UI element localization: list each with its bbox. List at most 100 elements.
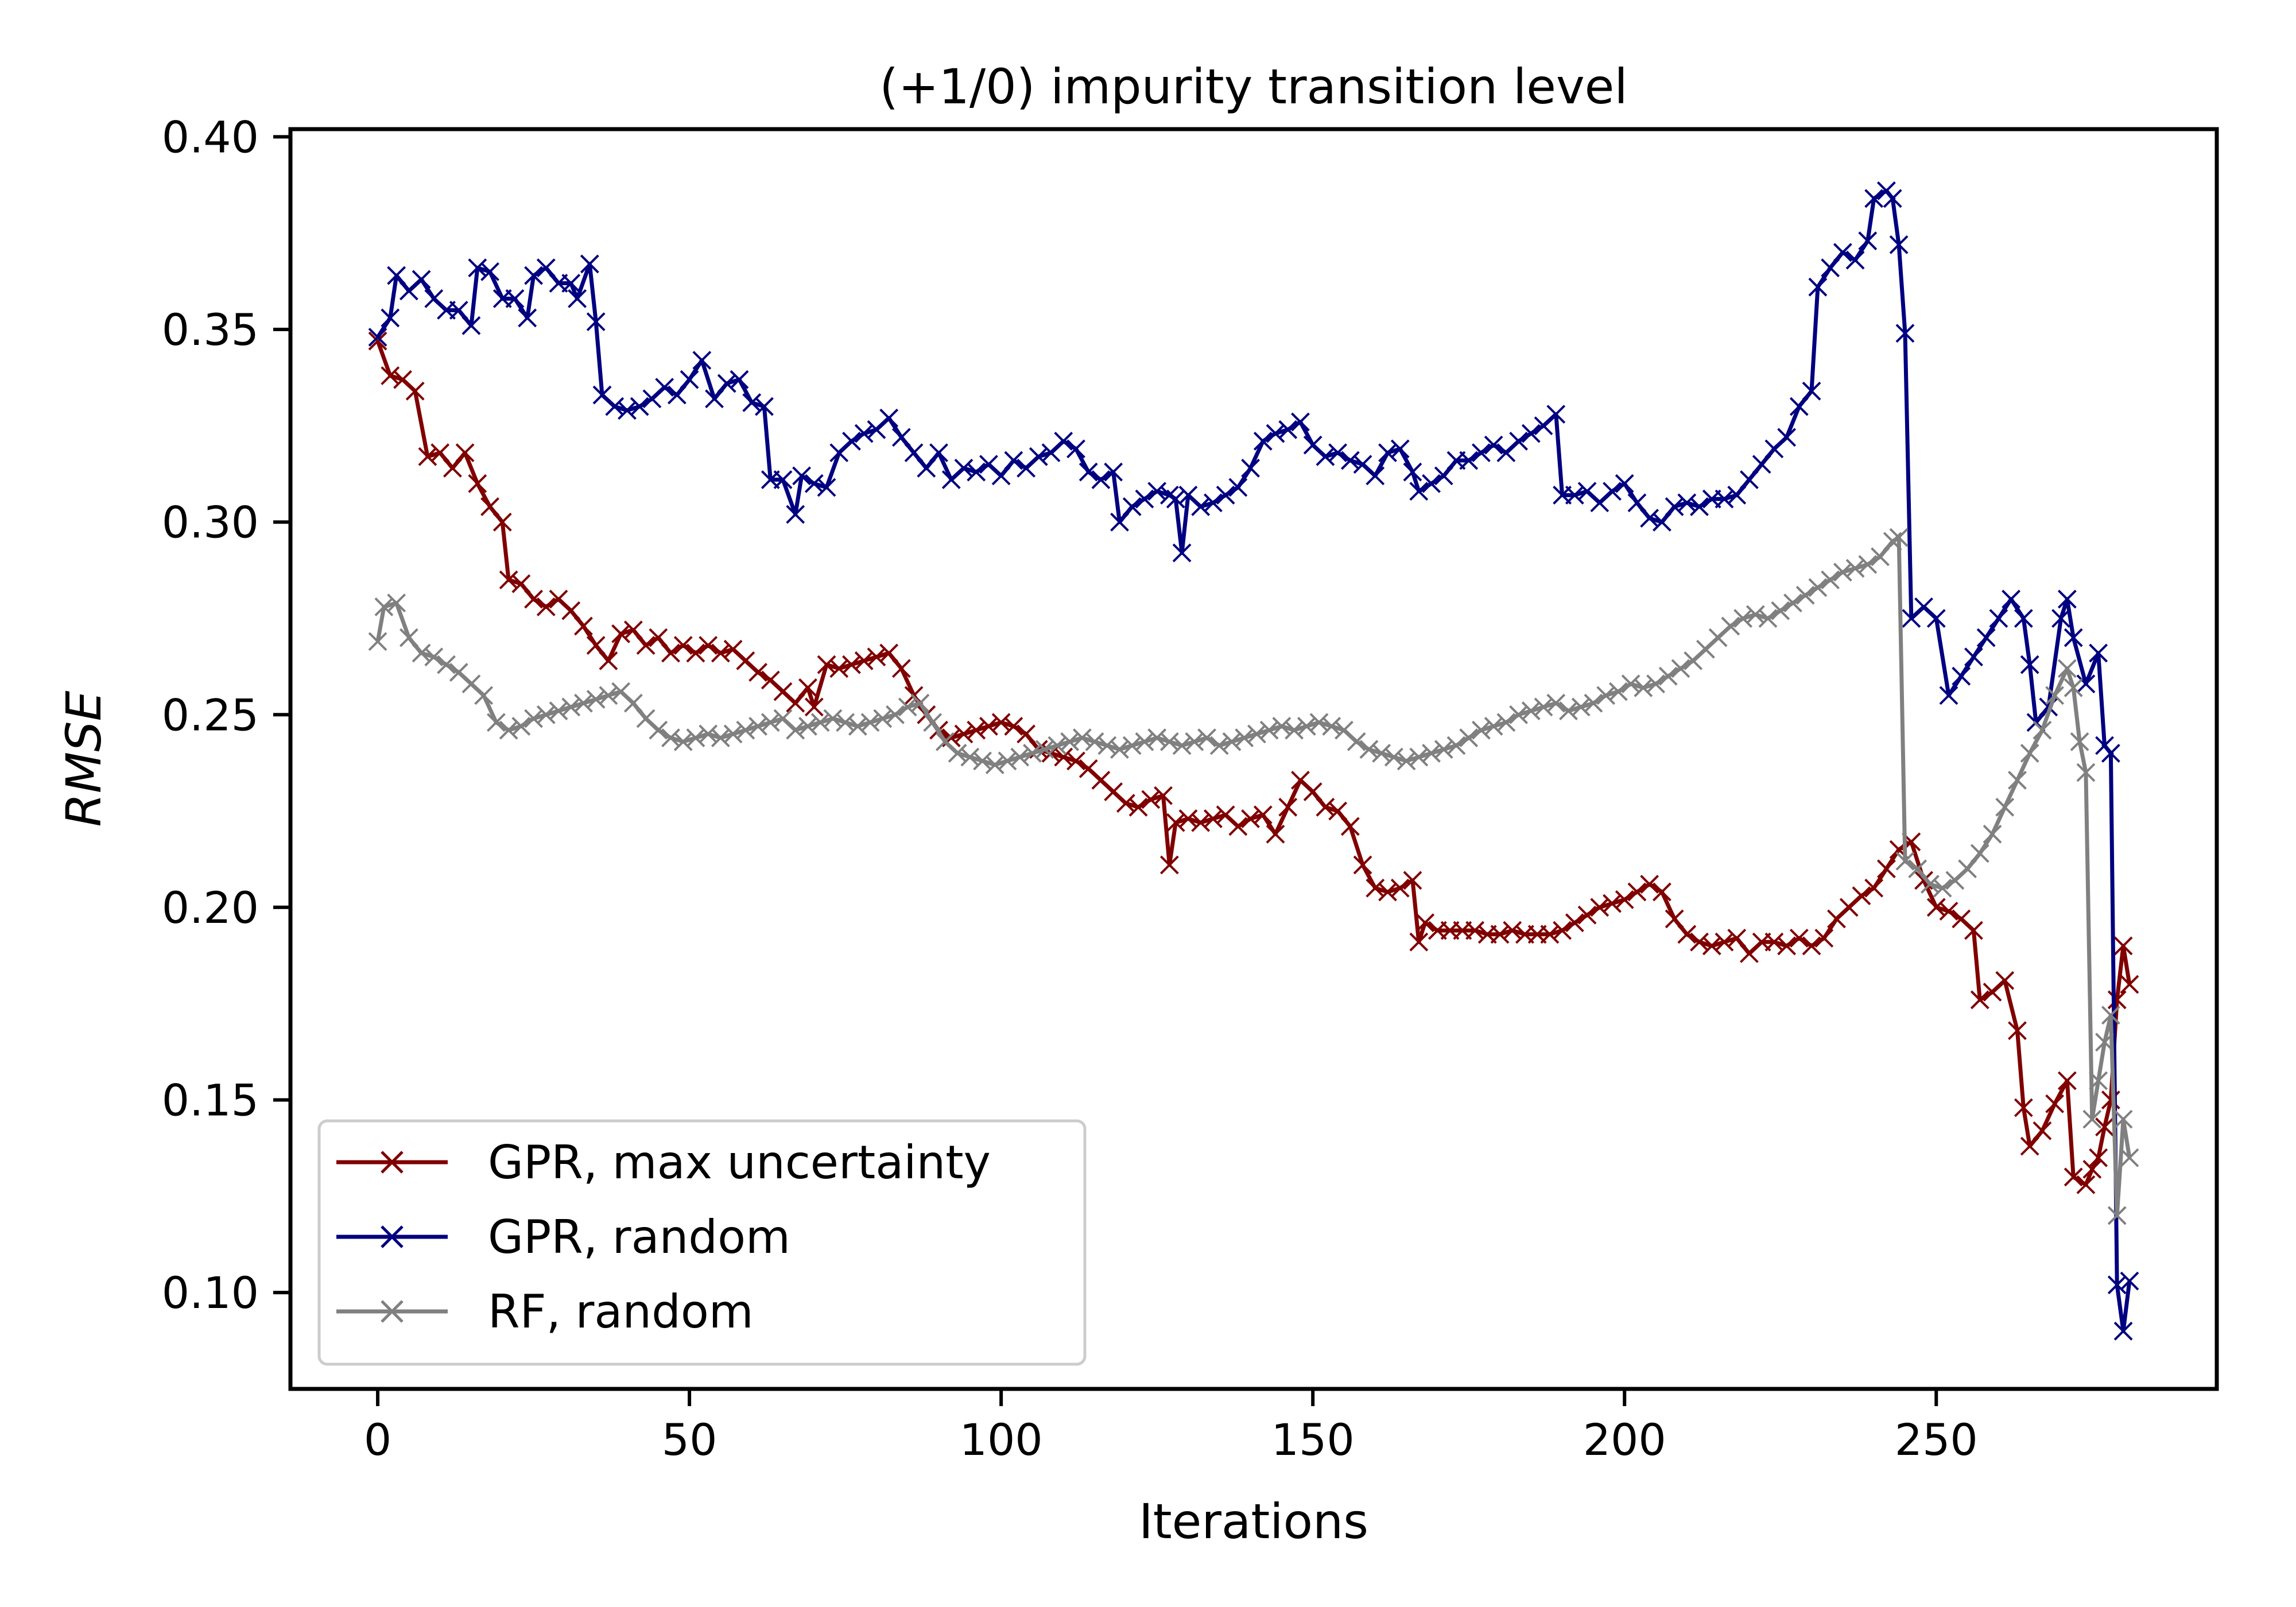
- data-point: [1029, 447, 1048, 466]
- data-point: [1559, 701, 1578, 721]
- data-point: [1690, 497, 1709, 517]
- data-point: [1783, 593, 1802, 613]
- data-point: [518, 308, 537, 328]
- data-point: [1048, 736, 1067, 755]
- data-point: [2089, 643, 2108, 663]
- data-point: [2057, 589, 2077, 609]
- data-point: [1066, 751, 1085, 771]
- data-point: [1178, 809, 1198, 828]
- data-point: [443, 459, 462, 478]
- data-point: [1378, 882, 1397, 902]
- data-point: [1553, 921, 1572, 940]
- data-point: [867, 647, 886, 667]
- data-point: [854, 424, 874, 443]
- data-point: [381, 308, 400, 328]
- data-point: [1097, 736, 1117, 755]
- data-point: [1459, 451, 1479, 470]
- data-point: [1926, 898, 1946, 917]
- data-point: [1721, 616, 1740, 636]
- data-point: [1702, 936, 1721, 956]
- legend-marker: [381, 1225, 404, 1248]
- data-point: [1802, 936, 1821, 956]
- data-point: [761, 713, 780, 732]
- data-point: [2113, 1321, 2133, 1341]
- y-tick-label: 0.35: [162, 304, 259, 355]
- data-point: [387, 593, 406, 613]
- data-point: [1490, 925, 1510, 944]
- data-point: [1665, 909, 1684, 929]
- data-point: [673, 732, 693, 751]
- data-point: [2057, 1071, 2077, 1090]
- data-point: [1278, 797, 1298, 817]
- data-point: [954, 724, 974, 744]
- data-point: [2089, 1148, 2108, 1167]
- data-point: [1403, 871, 1422, 890]
- data-point: [848, 717, 867, 736]
- data-point: [1159, 855, 1179, 875]
- data-point: [929, 443, 948, 463]
- data-point: [1378, 443, 1397, 463]
- legend: GPR, max uncertainty GPR, random RF, rando…: [317, 1119, 1087, 1366]
- data-point: [1185, 732, 1204, 751]
- data-point: [2107, 1206, 2127, 1225]
- data-point: [2045, 686, 2065, 705]
- data-point: [985, 755, 1004, 774]
- data-point: [1422, 744, 1441, 763]
- data-point: [879, 643, 899, 663]
- data-point: [2008, 771, 2027, 790]
- y-tick-label: 0.20: [162, 882, 259, 933]
- data-point: [474, 686, 494, 705]
- data-point: [1054, 432, 1073, 451]
- data-point: [524, 709, 543, 728]
- data-point: [2033, 1121, 2052, 1140]
- data-point: [717, 374, 736, 393]
- data-point: [387, 266, 406, 285]
- data-point: [1777, 428, 1797, 447]
- data-point: [2082, 1109, 2102, 1129]
- data-point: [536, 597, 556, 616]
- data-point: [1584, 693, 1603, 713]
- x-tick-label: 200: [1583, 1414, 1666, 1465]
- legend-marker: [381, 1300, 404, 1323]
- data-point: [1172, 736, 1192, 755]
- data-point: [1465, 921, 1484, 940]
- data-point: [1340, 451, 1360, 470]
- data-point: [979, 717, 998, 736]
- data-point: [1247, 724, 1266, 744]
- data-point: [1895, 324, 1915, 343]
- series-1: [368, 331, 2139, 1194]
- data-point: [2014, 609, 2033, 628]
- data-point: [730, 370, 749, 389]
- legend-item: RF, random: [336, 1285, 754, 1338]
- data-point: [1952, 666, 1971, 686]
- data-point: [891, 428, 911, 447]
- data-point: [2101, 1006, 2120, 1025]
- data-point: [1359, 740, 1379, 759]
- data-point: [891, 659, 911, 678]
- data-point: [742, 393, 762, 413]
- data-point: [991, 713, 1011, 732]
- data-point: [1347, 732, 1366, 751]
- data-point: [1939, 686, 1958, 705]
- data-point: [549, 701, 568, 721]
- data-point: [967, 463, 986, 482]
- data-point: [898, 697, 917, 717]
- data-point: [1764, 932, 1784, 952]
- data-point: [686, 728, 705, 747]
- data-point: [723, 724, 743, 744]
- data-point: [2113, 1109, 2133, 1129]
- data-point: [1658, 666, 1678, 686]
- data-point: [381, 366, 400, 386]
- data-point: [2020, 744, 2039, 763]
- data-point: [1253, 805, 1273, 825]
- data-point: [1970, 844, 1989, 863]
- data-point: [1808, 277, 1828, 297]
- data-point: [1864, 878, 1884, 898]
- data-point: [1752, 455, 1771, 474]
- data-point: [1122, 736, 1142, 755]
- data-point: [904, 443, 924, 463]
- data-point: [1259, 720, 1279, 740]
- data-point: [1845, 250, 1865, 270]
- data-point: [1415, 913, 1435, 933]
- data-point: [686, 643, 705, 663]
